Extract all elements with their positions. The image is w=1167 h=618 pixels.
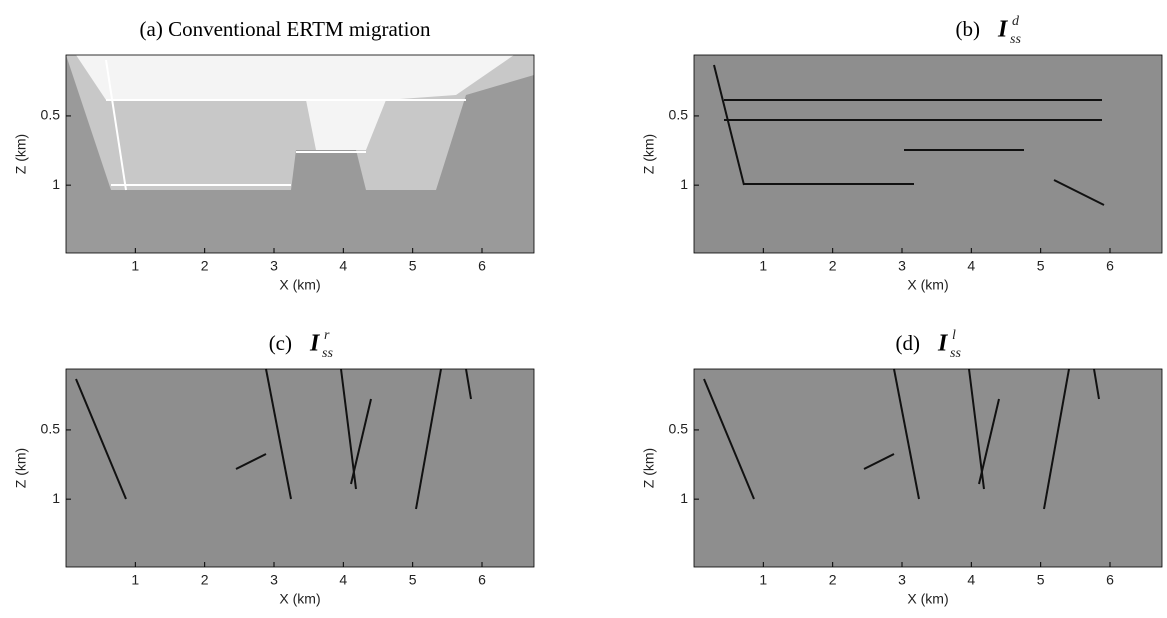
y-tick-label: 1: [680, 176, 688, 192]
x-tick-label: 1: [131, 572, 139, 588]
chart-title: (a) Conventional ERTM migration: [140, 17, 431, 41]
x-axis-label: X (km): [907, 591, 948, 607]
y-axis-label: Z (km): [641, 448, 657, 488]
title-subscript: ss: [1010, 32, 1021, 47]
x-tick-label: 6: [1106, 572, 1114, 588]
x-tick-label: 3: [270, 258, 278, 274]
title-superscript: d: [1012, 14, 1020, 29]
x-tick-label: 4: [967, 572, 975, 588]
x-tick-label: 1: [131, 258, 139, 274]
image: [694, 55, 1162, 253]
x-tick-label: 3: [898, 258, 906, 274]
x-tick-label: 5: [1037, 572, 1045, 588]
reflector: [863, 453, 895, 470]
chart-title: (b): [956, 17, 981, 41]
y-tick-label: 0.5: [669, 107, 689, 123]
x-tick-label: 1: [759, 258, 767, 274]
image: [694, 369, 1162, 567]
reflector: [703, 378, 755, 500]
title-symbol: I: [937, 331, 949, 357]
title-symbol: I: [309, 331, 321, 357]
title-superscript: r: [324, 328, 330, 343]
x-tick-label: 4: [339, 258, 347, 274]
reflector: [265, 368, 292, 500]
y-tick-label: 1: [52, 176, 60, 192]
title-subscript: ss: [322, 346, 333, 361]
title-symbol: I: [997, 17, 1009, 43]
x-tick-label: 6: [1106, 258, 1114, 274]
reflector: [465, 368, 472, 400]
reflector: [415, 368, 442, 510]
reflector: [340, 368, 357, 490]
y-tick-label: 0.5: [41, 421, 61, 437]
x-tick-label: 6: [478, 572, 486, 588]
axes-frame: [65, 368, 535, 568]
x-tick-label: 2: [201, 258, 209, 274]
x-tick-label: 4: [967, 258, 975, 274]
x-tick-label: 3: [898, 572, 906, 588]
y-tick-label: 0.5: [669, 421, 689, 437]
y-tick-label: 0.5: [41, 107, 61, 123]
title-superscript: l: [952, 328, 956, 343]
x-tick-label: 5: [409, 572, 417, 588]
y-axis-label: Z (km): [13, 134, 29, 174]
x-tick-label: 5: [1037, 258, 1045, 274]
x-axis-label: X (km): [279, 591, 320, 607]
image: [66, 369, 534, 567]
x-tick-label: 2: [201, 572, 209, 588]
y-tick-label: 1: [52, 490, 60, 506]
reflector: [350, 398, 372, 485]
reflector: [1093, 368, 1100, 400]
x-tick-label: 4: [339, 572, 347, 588]
reflector: [105, 59, 127, 191]
axes-frame: [693, 54, 1163, 254]
x-axis-label: X (km): [279, 277, 320, 293]
reflector: [978, 398, 1000, 485]
title-subscript: ss: [950, 346, 961, 361]
reflector: [893, 368, 920, 500]
x-tick-label: 6: [478, 258, 486, 274]
axes-frame: [65, 54, 535, 254]
x-tick-label: 2: [829, 258, 837, 274]
y-axis-label: Z (km): [13, 448, 29, 488]
reflector: [968, 368, 985, 490]
chart-title: (d): [896, 331, 921, 355]
x-tick-label: 2: [829, 572, 837, 588]
x-axis-label: X (km): [907, 277, 948, 293]
x-tick-label: 5: [409, 258, 417, 274]
axes-frame: [693, 368, 1163, 568]
reflector: [75, 378, 127, 500]
y-tick-label: 1: [680, 490, 688, 506]
x-tick-label: 1: [759, 572, 767, 588]
x-tick-label: 3: [270, 572, 278, 588]
reflector: [235, 453, 267, 470]
image-region: [76, 55, 514, 150]
panel: 1 2 3 4 5 6 0.5 1 X (km) Z (km) (a) Conventional E…: [13, 17, 535, 293]
reflector: [1053, 179, 1105, 206]
reflector: [1043, 368, 1070, 510]
chart-title: (c): [269, 331, 292, 355]
y-axis-label: Z (km): [641, 134, 657, 174]
reflector: [713, 64, 745, 186]
